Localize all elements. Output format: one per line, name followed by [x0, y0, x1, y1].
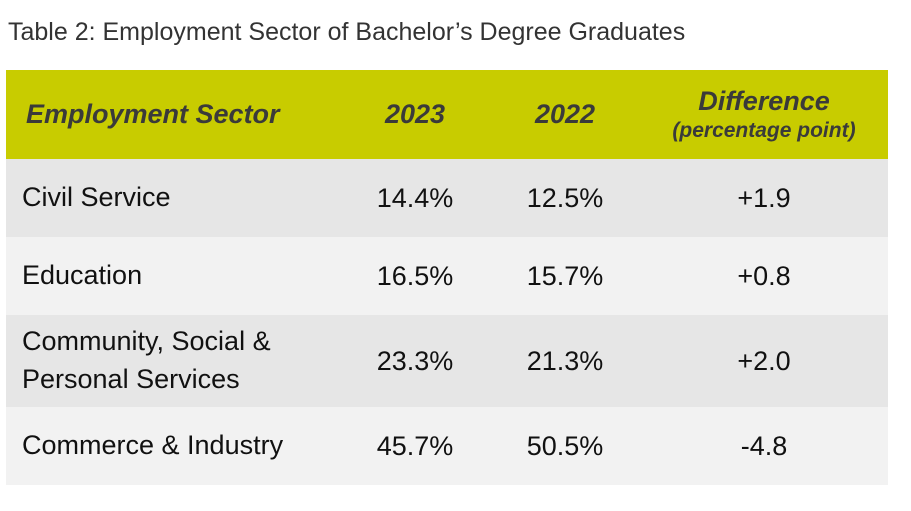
header-employment-sector: Employment Sector: [26, 99, 280, 129]
value-2022-cell: 15.7%: [526, 260, 604, 291]
table-header-row: Employment Sector 2023 2022 Difference (…: [6, 70, 888, 159]
value-2022-cell: 50.5%: [526, 430, 604, 461]
sector-cell: Civil Service: [22, 182, 171, 213]
sector-line-2: Personal Services: [22, 364, 240, 394]
difference-cell: +1.9: [737, 182, 791, 213]
header-2023: 2023: [384, 99, 446, 129]
value-2023-cell: 23.3%: [376, 345, 454, 376]
difference-cell: +0.8: [737, 260, 791, 291]
sector-cell: Commerce & Industry: [22, 430, 284, 461]
difference-cell: +2.0: [737, 345, 791, 376]
difference-cell: -4.8: [740, 430, 788, 461]
employment-sector-table: Employment Sector 2023 2022 Difference (…: [6, 70, 888, 485]
table-row: Education 16.5% 15.7% +0.8: [6, 237, 888, 315]
header-2022: 2022: [534, 99, 596, 129]
sector-line-1: Community, Social &: [22, 326, 271, 357]
value-2022-cell: 12.5%: [526, 182, 604, 213]
sector-cell: Education: [22, 260, 143, 291]
table-row: Civil Service 14.4% 12.5% +1.9: [6, 159, 888, 237]
header-difference-unit: (percentage point): [672, 119, 856, 142]
sector-cell: Community, Social & Personal Services: [6, 315, 340, 407]
table-row: Community, Social & Personal Services 23…: [6, 315, 888, 407]
header-difference-label: Difference: [698, 86, 830, 116]
value-2023-cell: 14.4%: [376, 182, 454, 213]
value-2023-cell: 45.7%: [376, 430, 454, 461]
value-2023-cell: 16.5%: [376, 260, 454, 291]
table-caption: Table 2: Employment Sector of Bachelor’s…: [8, 18, 686, 46]
value-2022-cell: 21.3%: [526, 345, 604, 376]
header-difference: Difference (percentage point): [640, 70, 888, 159]
table-row: Commerce & Industry 45.7% 50.5% -4.8: [6, 407, 888, 485]
